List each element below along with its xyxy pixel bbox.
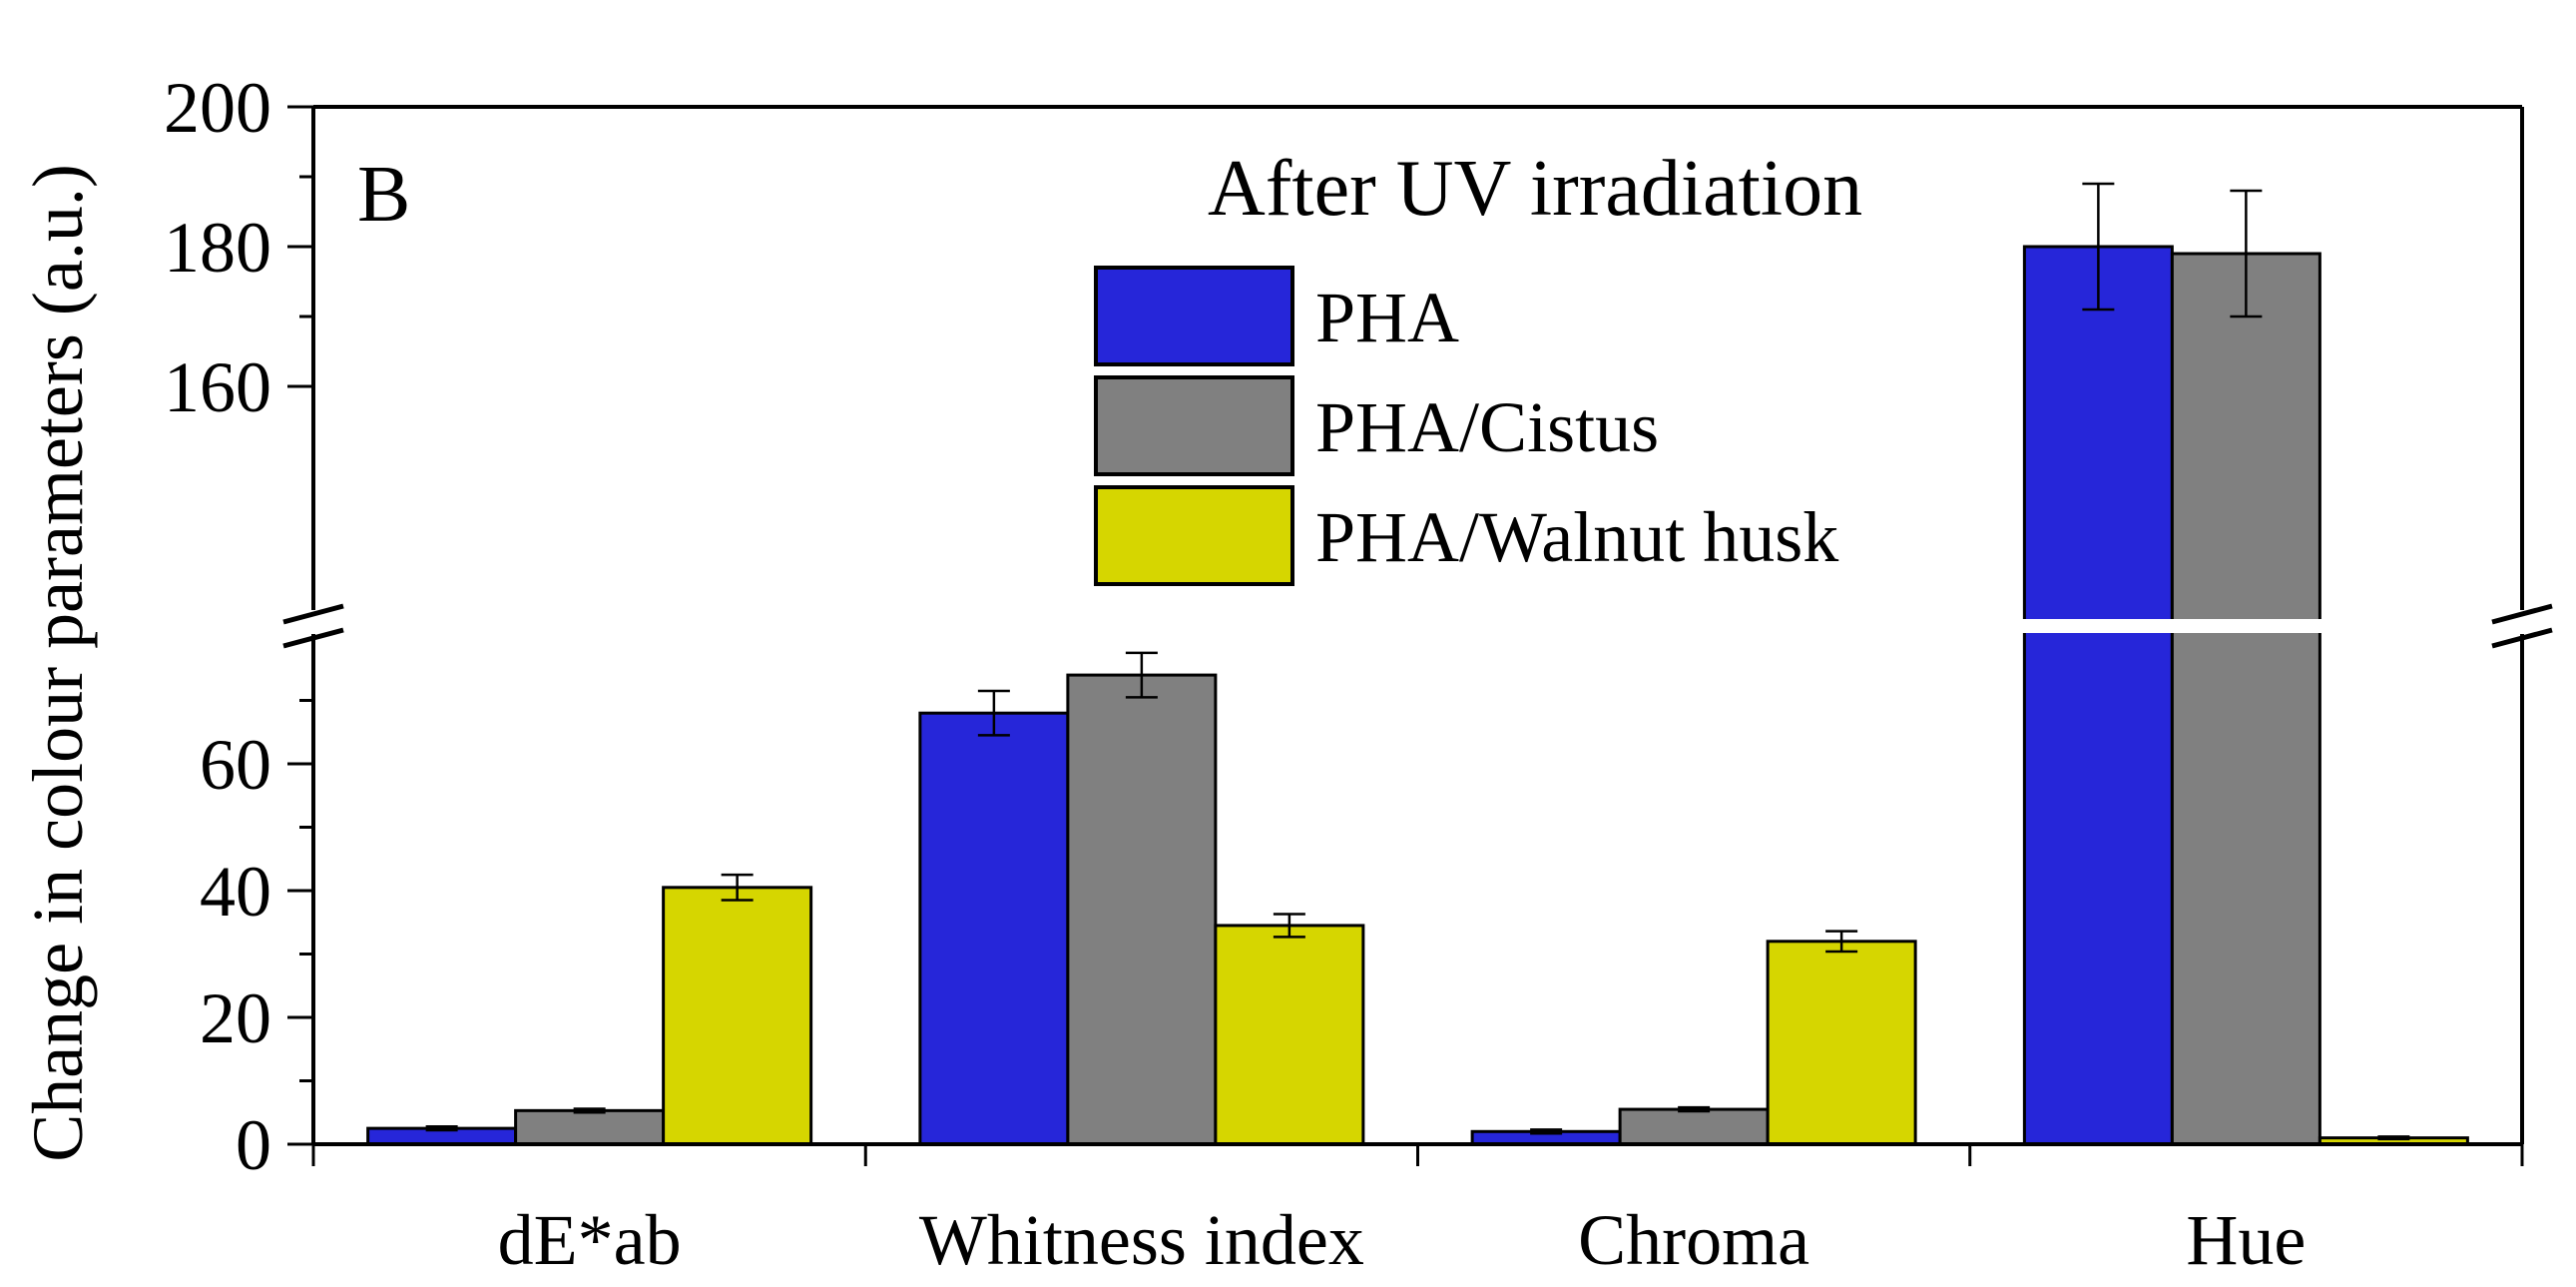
labels-layer: 0 20 40 60 160 180 200 dE*ab Whitness index Chrom…: [164, 68, 2306, 1280]
bar-pha-3: [2022, 245, 2174, 1146]
panel-label: B: [357, 151, 410, 239]
y-tick-label: 20: [200, 978, 271, 1058]
x-tick-label: dE*ab: [498, 1200, 682, 1280]
bar-pha-cistus-0: [514, 1108, 666, 1146]
y-tick-label: 60: [200, 725, 271, 805]
y-tick-label: 40: [200, 852, 271, 932]
axis-break-band: [316, 619, 2519, 633]
legend: PHA PHA/Cistus PHA/Walnut husk: [1094, 266, 1838, 586]
y-tick-label: 180: [164, 208, 271, 288]
legend-label: PHA/Walnut husk: [1315, 497, 1838, 577]
bar-pha-walnut-husk-0: [662, 886, 813, 1146]
legend-label: PHA: [1315, 278, 1459, 357]
x-tick-label: Whitness index: [919, 1200, 1364, 1280]
legend-label: PHA/Cistus: [1315, 387, 1659, 467]
y-tick-label: 160: [164, 347, 271, 427]
axis-break-mark-0-b: [282, 627, 344, 649]
x-tick-label: Chroma: [1578, 1200, 1809, 1280]
bar-pha-cistus-3: [2170, 252, 2321, 1146]
legend-swatch-0: [1094, 266, 1294, 366]
x-tick-label: Hue: [2186, 1200, 2306, 1280]
axis-break-mark-1-a: [2491, 603, 2553, 625]
bar-pha-walnut-husk-1: [1214, 924, 1365, 1146]
y-tick-label: 0: [236, 1105, 271, 1185]
axis-break-mark-1-b: [2491, 627, 2553, 649]
axes-layer: [282, 105, 2553, 1166]
legend-swatch-2: [1094, 485, 1294, 586]
y-tick-label: 200: [164, 68, 271, 148]
axis-break-mark-0-a: [282, 603, 344, 625]
y-axis-title: Change in colour parameters (a.u.): [18, 164, 98, 1162]
bar-pha-cistus-1: [1066, 673, 1218, 1146]
legend-title: After UV irradiation: [1208, 145, 1862, 233]
bars-layer: [366, 182, 2469, 1146]
legend-swatch-1: [1094, 375, 1294, 476]
bar-pha-walnut-husk-2: [1766, 940, 1917, 1146]
bar-pha-cistus-2: [1618, 1107, 1770, 1146]
bar-pha-1: [918, 711, 1070, 1146]
